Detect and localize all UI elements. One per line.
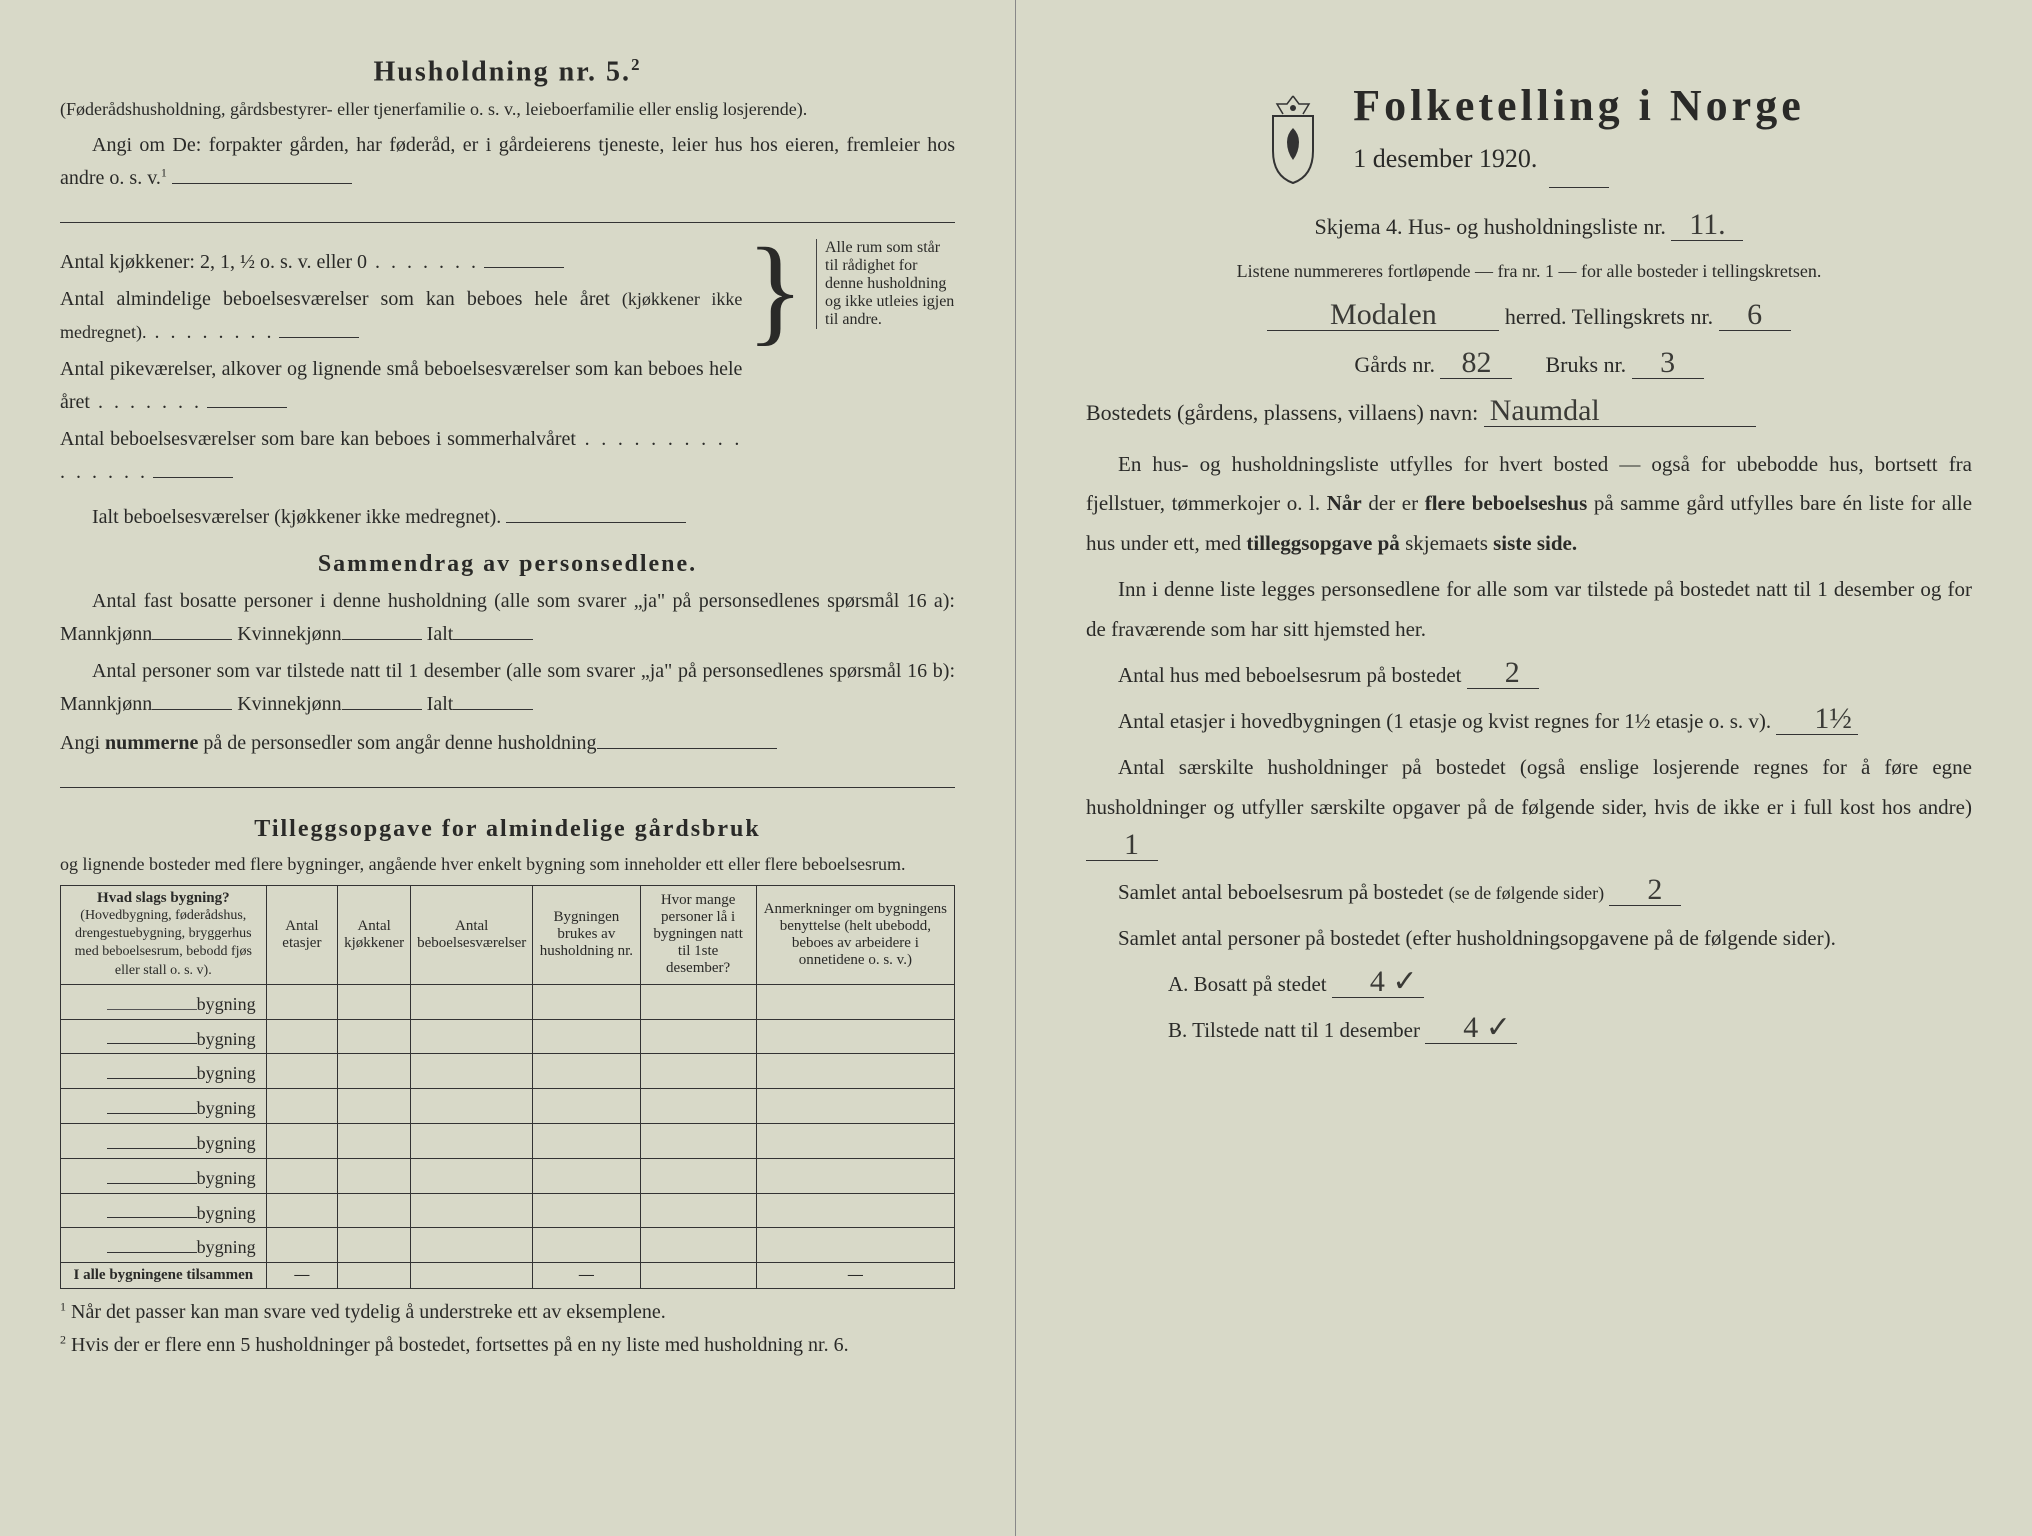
rooms-block: Antal kjøkkener: 2, 1, ½ o. s. v. eller …	[60, 239, 955, 494]
footnotes: 1 Når det passer kan man svare ved tydel…	[60, 1297, 955, 1361]
listene-note: Listene nummereres fortløpende — fra nr.…	[1086, 258, 1972, 286]
table-row: bygning	[61, 1158, 955, 1193]
herred-line: Modalen herred. Tellingskrets nr. 6	[1086, 300, 1972, 334]
sammendrag-p1: Antal fast bosatte personer i denne hush…	[60, 586, 955, 650]
left-page: Husholdning nr. 5.2 (Føderådshusholdning…	[0, 0, 1016, 1536]
table-row: bygning	[61, 1054, 955, 1089]
heading-sammendrag: Sammendrag av personsedlene.	[60, 551, 955, 578]
table-footer-row: I alle bygningene tilsammen———	[61, 1263, 955, 1289]
para-5a: (Føderådshusholdning, gårdsbestyrer- ell…	[60, 96, 955, 124]
th-vaerelser: Antal beboelsesværelser	[411, 886, 533, 985]
divider	[1549, 187, 1609, 188]
th-etasjer: Antal etasjer	[266, 886, 338, 985]
skjema-line: Skjema 4. Hus- og husholdningsliste nr. …	[1086, 210, 1972, 244]
table-row: bygning	[61, 1193, 955, 1228]
brace-icon: }	[746, 239, 804, 341]
qB: B. Tilstede natt til 1 desember 4 ✓	[1086, 1011, 1972, 1051]
crest-icon	[1253, 88, 1333, 188]
sammendrag-p3: Angi nummerne på de personsedler som ang…	[60, 726, 955, 759]
th-anmerkninger: Anmerkninger om bygningens benyttelse (h…	[756, 886, 954, 985]
table-row: bygning	[61, 1019, 955, 1054]
page-title: Folketelling i Norge	[1353, 80, 1805, 131]
right-page: Folketelling i Norge 1 desember 1920. Sk…	[1016, 0, 2032, 1536]
table-row: bygning	[61, 1089, 955, 1124]
bygning-table: Hvad slags bygning? (Hovedbygning, føder…	[60, 885, 955, 1289]
bosted-line: Bostedets (gårdens, plassens, villaens) …	[1086, 396, 1972, 430]
para-5b: Angi om De: forpakter gården, har føderå…	[60, 130, 955, 194]
table-row: bygning	[61, 1228, 955, 1263]
q2: Antal etasjer i hovedbygningen (1 etasje…	[1086, 702, 1972, 742]
heading-tillegg: Tilleggsopgave for almindelige gårdsbruk	[60, 816, 955, 843]
tillegg-para: og lignende bosteder med flere bygninger…	[60, 851, 955, 879]
q4: Samlet antal beboelsesrum på bostedet (s…	[1086, 873, 1972, 913]
th-bygning-type: Hvad slags bygning? (Hovedbygning, føder…	[61, 886, 267, 985]
q1: Antal hus med beboelsesrum på bostedet 2	[1086, 656, 1972, 696]
q5: Samlet antal personer på bostedet (efter…	[1086, 919, 1972, 959]
heading-husholdning-5: Husholdning nr. 5.2	[60, 55, 955, 88]
table-row: bygning	[61, 984, 955, 1019]
th-personer: Hvor mange personer lå i bygningen natt …	[640, 886, 756, 985]
th-kjokken: Antal kjøkkener	[338, 886, 411, 985]
title-row: Folketelling i Norge 1 desember 1920.	[1086, 80, 1972, 196]
subtitle-date: 1 desember 1920.	[1353, 139, 1805, 179]
th-brukes: Bygningen brukes av husholdning nr.	[533, 886, 640, 985]
body-section: En hus- og husholdningsliste utfylles fo…	[1086, 445, 1972, 1051]
sammendrag-p2: Antal personer som var tilstede natt til…	[60, 656, 955, 720]
table-row: bygning	[61, 1124, 955, 1159]
side-note: Alle rum som står til rådighet for denne…	[816, 239, 955, 329]
q3: Antal særskilte husholdninger på bostede…	[1086, 748, 1972, 868]
qA: A. Bosatt på stedet 4 ✓	[1086, 965, 1972, 1005]
gards-line: Gårds nr. 82 Bruks nr. 3	[1086, 348, 1972, 382]
